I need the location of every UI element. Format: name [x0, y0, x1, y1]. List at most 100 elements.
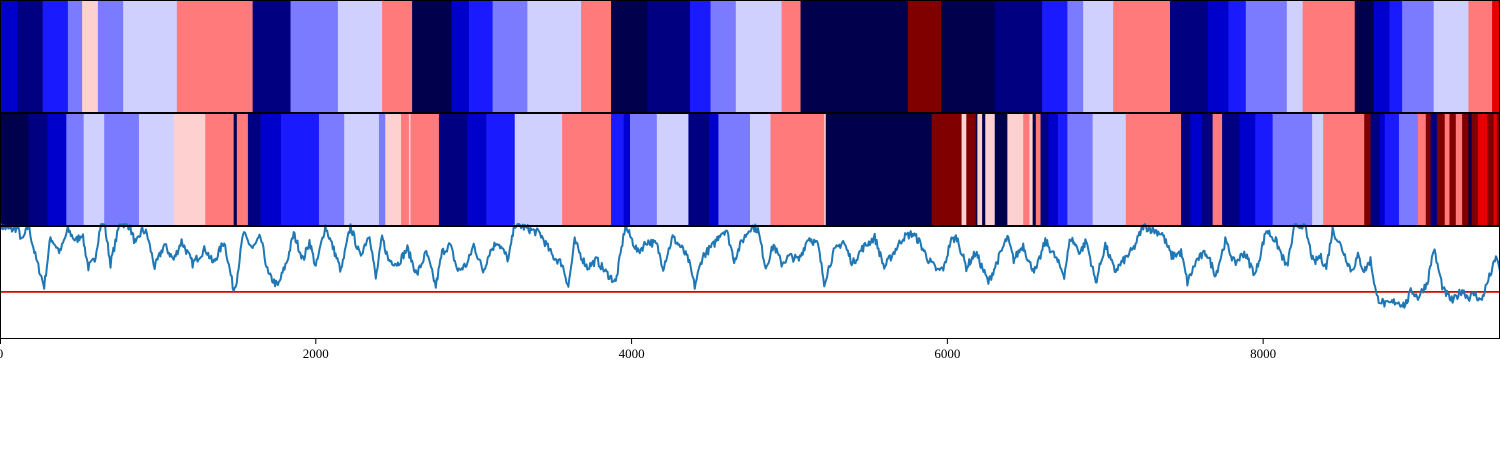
heatmap-segment — [1496, 113, 1500, 226]
heatmap-segment — [1212, 113, 1223, 226]
heatmap-segment — [1417, 113, 1427, 226]
heatmap-segment — [1067, 0, 1084, 113]
heatmap-segment — [750, 113, 771, 226]
heatmap-segment — [1057, 113, 1068, 226]
heatmap-segment — [1190, 113, 1202, 226]
heatmap-segment — [1286, 0, 1304, 113]
heatmap-segment — [941, 0, 996, 113]
heatmap-segment — [281, 113, 295, 226]
heatmap-segment — [486, 113, 516, 226]
heatmap-segment — [1455, 113, 1463, 226]
heatmap-segment — [1113, 0, 1171, 113]
heatmap-segment — [247, 113, 261, 226]
heatmap-segment — [1083, 0, 1114, 113]
heatmap-segment — [233, 113, 238, 226]
heatmap-segment — [1380, 113, 1386, 226]
heatmap-segment — [1245, 0, 1288, 113]
heatmap-segment — [385, 113, 402, 226]
heatmap-segment — [1389, 0, 1403, 113]
heatmap-segment — [17, 0, 44, 113]
heatmap-segment — [47, 113, 67, 226]
heatmap-segment — [236, 113, 249, 226]
heatmap-segment — [690, 0, 711, 113]
heatmap-segment — [1373, 0, 1390, 113]
heatmap-segment — [611, 113, 625, 226]
heatmap-segment — [514, 113, 563, 226]
heatmap-segment — [582, 113, 612, 226]
heatmap-segment — [1436, 113, 1446, 226]
heatmap-segment — [1493, 113, 1498, 226]
heatmap-segment — [630, 113, 658, 226]
heatmap-segment — [1181, 113, 1191, 226]
heatmap-segment — [1042, 0, 1068, 113]
heatmap-segment — [985, 113, 996, 226]
heatmap-segment — [1016, 113, 1024, 226]
heatmap-segment — [825, 113, 932, 226]
heatmap-segment — [994, 0, 1043, 113]
heatmap-segment — [1239, 113, 1256, 226]
heatmap-segment — [1492, 0, 1500, 113]
heatmap-segment — [1222, 113, 1240, 226]
heatmap-segment — [656, 113, 689, 226]
x-tick-label: 6000 — [934, 346, 960, 361]
heatmap-segment — [1255, 113, 1274, 226]
heatmap-segment — [451, 0, 470, 113]
heatmap-segment — [401, 113, 410, 226]
heatmap-segment — [138, 113, 175, 226]
x-axis: 0 2000 4000 6000 8000 — [0, 339, 1276, 361]
heatmap-segment — [710, 0, 737, 113]
heatmap-segment — [1032, 113, 1037, 226]
heatmap-segment — [966, 113, 977, 226]
heatmap-segment — [1384, 113, 1400, 226]
heatmap-segment — [67, 0, 83, 113]
heatmap-segment — [28, 113, 40, 226]
heatmap-segment — [104, 113, 140, 226]
heatmap-segment — [1468, 0, 1493, 113]
heatmap-segment — [42, 0, 69, 113]
heatmap-segment — [382, 0, 413, 113]
heatmap-panel-top — [0, 0, 1500, 113]
heatmap-segment — [982, 113, 986, 226]
heatmap-segment — [800, 0, 909, 113]
heatmap-segment — [378, 113, 386, 226]
heatmap-segment — [39, 113, 48, 226]
heatmap-segment — [467, 113, 487, 226]
heatmap-segment — [623, 113, 631, 226]
heatmap-segment — [1023, 113, 1030, 226]
heatmap-segment — [770, 113, 825, 226]
signal-line — [0, 223, 1500, 309]
heatmap-segment — [66, 113, 85, 226]
heatmap-segment — [408, 113, 411, 226]
heatmap-segment — [581, 0, 612, 113]
heatmap-segment — [1201, 113, 1214, 226]
heatmap-segment — [82, 0, 99, 113]
heatmap-segment — [205, 113, 235, 226]
heatmap-segment — [688, 113, 710, 226]
heatmap-segment — [97, 0, 124, 113]
heatmap-segment — [977, 113, 983, 226]
heatmap-segment — [718, 113, 751, 226]
heatmap-segment — [1425, 113, 1431, 226]
heatmap-segment — [562, 113, 584, 226]
heatmap-segment — [290, 0, 339, 113]
heatmap-segment — [1462, 113, 1469, 226]
x-tick-label: 2000 — [303, 346, 329, 361]
heatmap-segment — [1398, 113, 1419, 226]
heatmap-segment — [527, 0, 582, 113]
heatmap-segment — [173, 113, 206, 226]
heatmap-segment — [1067, 113, 1094, 226]
heatmap-segment — [1228, 0, 1247, 113]
line-panel-bottom — [0, 223, 1500, 309]
heatmap-segment — [1007, 113, 1018, 226]
heatmap-segment — [274, 113, 282, 226]
heatmap-segment — [735, 0, 782, 113]
heatmap-segment — [1487, 113, 1495, 226]
heatmap-segment — [708, 113, 719, 226]
heatmap-segment — [931, 113, 962, 226]
heatmap-segment — [337, 0, 383, 113]
heatmap-segment — [1029, 113, 1034, 226]
heatmap-segment — [318, 113, 345, 226]
heatmap-segment — [1170, 0, 1209, 113]
heatmap-segment — [994, 113, 1008, 226]
